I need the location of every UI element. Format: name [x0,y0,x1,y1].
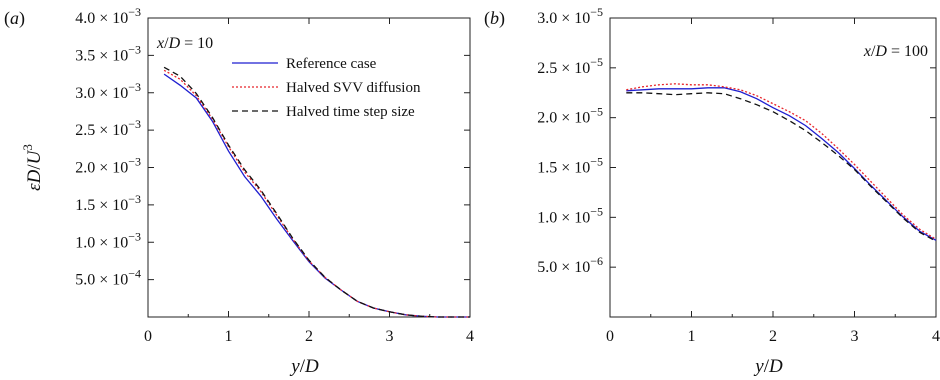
x-tick-label: 3 [386,328,394,345]
series-line-halved-svv-diffusion [626,83,937,240]
y-axis-title: εD/U3 [20,144,45,191]
y-tick-label: 3.5 × 10−3 [75,42,141,64]
y-tick-label: 3.0 × 10−5 [537,5,603,27]
x-tick-label: 1 [225,328,233,345]
y-tick-label: 2.5 × 10−3 [75,117,141,139]
y-tick-label: 1.5 × 10−5 [537,155,603,177]
series-line-halved-time-step-size [163,66,470,318]
x-axis-title: y/D [753,356,783,377]
y-tick-label: 5.0 × 10−4 [75,267,141,289]
y-tick-label: 4.0 × 10−3 [75,5,141,27]
y-tick-label: 2.5 × 10−5 [537,55,603,77]
x-tick-label: 4 [466,328,474,345]
panel-a: 0 1 2 3 4 5.0 × 10−4 1.0 × 10−3 1.5 × 10−3 2.0 ×… [4,5,474,377]
x-tick-label: 2 [769,328,777,345]
legend-label: Reference case [286,56,377,72]
series-line-reference-case [626,87,937,241]
legend-label: Halved SVV diffusion [286,80,421,96]
panel-annotation: x/D = 100 [863,43,928,60]
x-tick-label: 0 [606,328,614,345]
x-tick-label: 1 [688,328,696,345]
x-tick-label: 0 [144,328,152,345]
legend-label: Halved time step size [286,104,415,120]
y-tick-label: 5.0 × 10−6 [537,254,603,276]
y-tick-label: 1.0 × 10−3 [75,229,141,251]
y-tick-label: 1.5 × 10−3 [75,192,141,214]
y-tick-label: 2.0 × 10−3 [75,155,141,177]
panel-label: (a) [4,8,25,29]
panel-label: (b) [484,8,505,29]
y-tick-label: 3.0 × 10−3 [75,80,141,102]
x-tick-label: 3 [851,328,859,345]
panel-annotation: x/D = 10 [156,35,213,52]
x-tick-label: 2 [305,328,313,345]
plot-frame [609,17,937,318]
y-tick-label: 2.0 × 10−5 [537,105,603,127]
panel-b: 0 1 2 3 4 5.0 × 10−6 1.0 × 10−5 1.5 × 10−5 2.0 ×… [484,5,940,377]
y-tick-label: 1.0 × 10−5 [537,204,603,226]
x-tick-label: 4 [932,328,940,345]
x-axis-title: y/D [289,356,319,377]
series-line-halved-time-step-size [626,92,937,242]
